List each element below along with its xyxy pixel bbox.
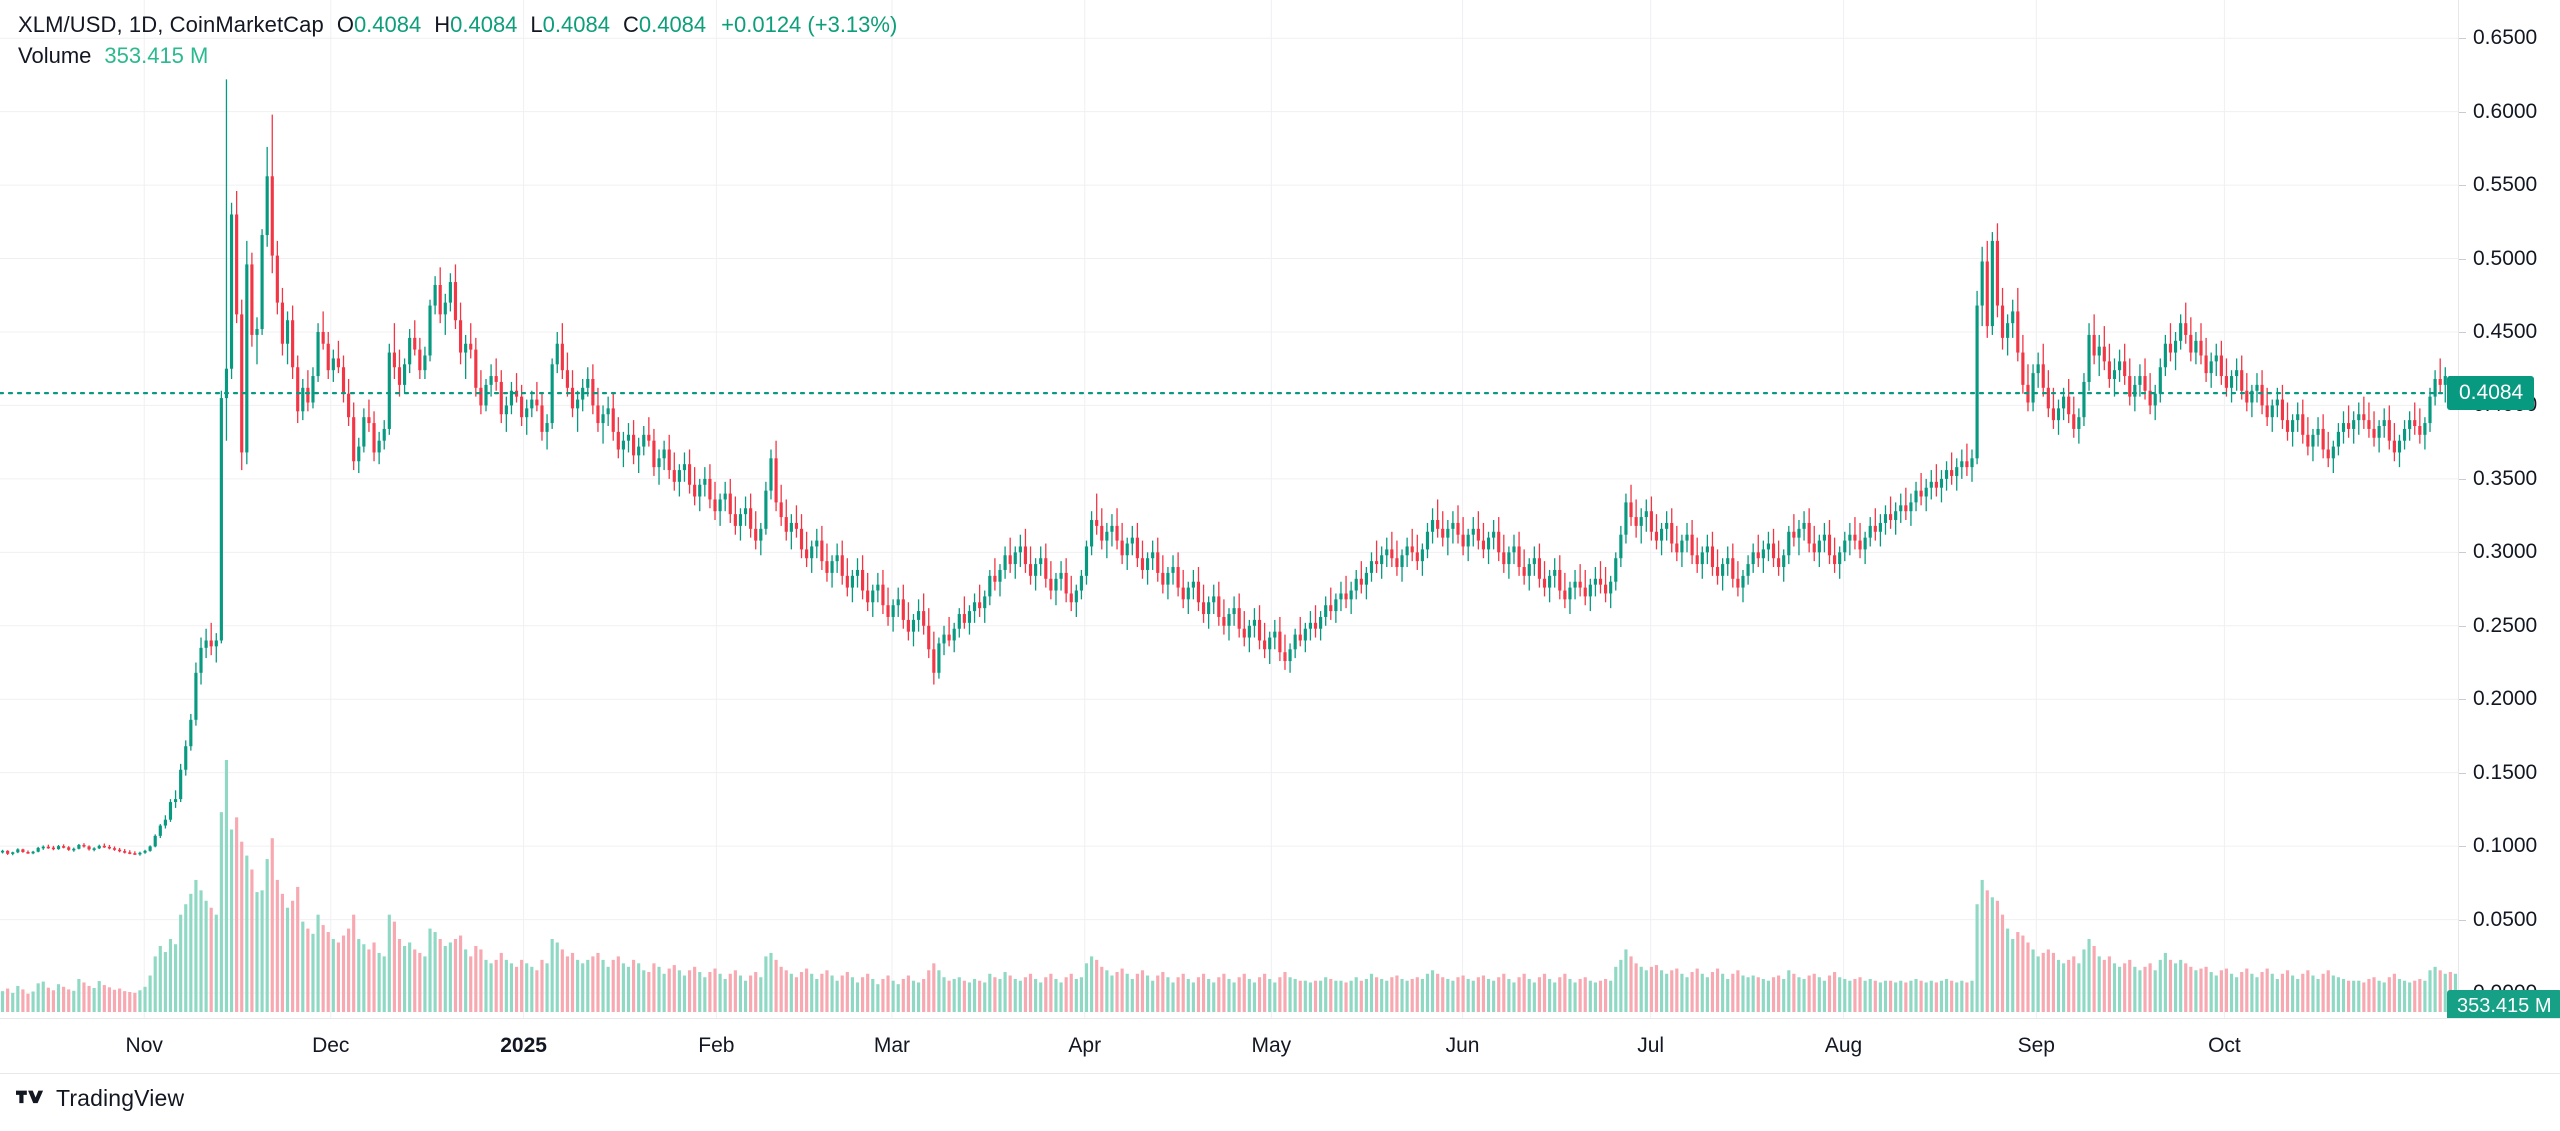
price-tick-label: 0.2000 (2473, 687, 2538, 711)
price-tick-dash (2459, 111, 2466, 113)
price-tick-dash (2459, 552, 2466, 554)
time-tick-label: Oct (2208, 1034, 2241, 1057)
time-tick-label: Jun (1445, 1034, 1480, 1057)
price-tick-dash (2459, 478, 2466, 480)
time-tick-label: Nov (125, 1034, 163, 1057)
price-tick-label: 0.4500 (2473, 319, 2538, 343)
price-axis[interactable]: 0.65000.60000.55000.50000.45000.40000.35… (2447, 0, 2560, 1022)
price-tick-label: 0.3500 (2473, 466, 2538, 490)
candlestick-series (0, 79, 2458, 1012)
price-tick-dash (2459, 625, 2466, 627)
price-tick-label: 0.2500 (2473, 613, 2538, 637)
price-tick-label: 0.5500 (2473, 173, 2538, 197)
time-tick-label: Feb (698, 1034, 735, 1057)
time-tick-label: Jul (1637, 1034, 1665, 1057)
chart-gridlines (0, 0, 2458, 1018)
price-tick-label: 0.5000 (2473, 246, 2538, 270)
price-tick-dash (2459, 258, 2466, 260)
current-volume-badge[interactable]: 353.415 M (2447, 990, 2560, 1022)
price-tick-label: 0.1500 (2473, 760, 2538, 784)
price-tick-label: 0.6000 (2473, 99, 2538, 123)
price-tick-label: 0.6500 (2473, 26, 2538, 50)
tradingview-branding[interactable]: TradingView (16, 1085, 184, 1112)
price-tick-label: 0.1000 (2473, 834, 2538, 858)
time-tick-label: 2025 (500, 1034, 547, 1057)
time-tick-label: Dec (312, 1034, 350, 1057)
chart-plot-area[interactable] (0, 0, 2458, 1018)
price-tick-dash (2459, 331, 2466, 333)
price-tick-label: 0.0500 (2473, 907, 2538, 931)
price-tick-dash (2459, 919, 2466, 921)
time-tick-label: Mar (873, 1034, 911, 1057)
time-tick-label: Apr (1068, 1034, 1102, 1057)
price-tick-dash (2459, 846, 2466, 848)
price-tick-label: 0.3000 (2473, 540, 2538, 564)
tradingview-wordmark: TradingView (56, 1085, 185, 1111)
tradingview-logo-icon (16, 1090, 44, 1103)
current-price-badge[interactable]: 0.4084 (2447, 376, 2535, 411)
time-tick-label: May (1251, 1034, 1292, 1057)
price-tick-dash (2459, 38, 2466, 40)
price-tick-dash (2459, 699, 2466, 701)
time-axis[interactable]: Nov Dec 2025 Feb Mar Apr May Jun Jul Aug Sep Oct (0, 1018, 2560, 1074)
time-tick-label: Aug (1824, 1034, 1863, 1057)
price-tick-dash (2459, 185, 2466, 187)
price-tick-dash (2459, 772, 2466, 774)
time-tick-label: Sep (2017, 1034, 2055, 1057)
